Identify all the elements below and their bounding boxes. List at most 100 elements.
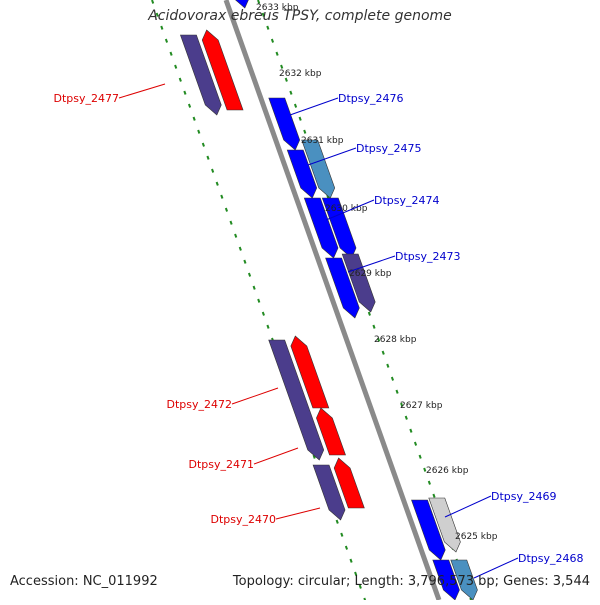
- ruler-dash-inner: [234, 233, 238, 238]
- ruler-dash-inner: [174, 64, 178, 69]
- gene-arrow-reverse: [180, 34, 222, 116]
- gene-arrow-forward: [303, 197, 339, 259]
- ruler-dash-inner: [206, 155, 210, 160]
- gene-arrow-forward: [286, 149, 318, 199]
- ruler-dash-inner: [211, 168, 215, 173]
- ruler-dash-outer: [400, 402, 404, 407]
- ruler-dash-outer: [386, 363, 390, 368]
- ruler-dash-outer: [257, 0, 261, 4]
- scale-tick-label: 2631 kbp: [301, 136, 344, 146]
- ruler-dash-outer: [270, 38, 275, 43]
- ruler-dash-inner: [335, 519, 339, 524]
- gene-arrow-forward: [235, 0, 249, 9]
- gene-arrow-forward: [325, 257, 360, 319]
- ruler-dash-outer: [404, 415, 408, 420]
- gene-arrow-reverse: [201, 29, 244, 111]
- gene-arrow-forward: [301, 139, 336, 199]
- gene-label-forward: Dtpsy_2468: [518, 552, 584, 565]
- ruler-dash-outer: [390, 376, 395, 381]
- scale-tick-label: 2628 kbp: [374, 335, 417, 345]
- ruler-dash-outer: [284, 77, 288, 82]
- map-title: Acidovorax ebreus TPSY, complete genome: [148, 8, 452, 24]
- gene-label-leader: [231, 387, 279, 405]
- ruler-dash-inner: [183, 90, 187, 95]
- ruler-dash-inner: [349, 558, 353, 563]
- gene-label-reverse: Dtpsy_2477: [53, 92, 119, 105]
- ruler-dash-inner: [261, 311, 265, 316]
- gene-label-forward: Dtpsy_2473: [395, 250, 461, 263]
- ruler-dash-outer: [418, 454, 422, 459]
- ruler-dash-outer: [367, 311, 371, 316]
- ruler-dash-inner: [164, 38, 169, 43]
- ruler-dash-inner: [160, 25, 164, 30]
- ruler-dash-inner: [224, 207, 229, 212]
- gene-label-leader: [473, 557, 519, 579]
- gene-label-forward: Dtpsy_2475: [356, 142, 422, 155]
- gene-label-leader: [444, 495, 492, 518]
- ruler-dash-outer: [266, 25, 270, 30]
- ruler-dash-outer: [381, 350, 385, 355]
- gene-label-leader: [307, 147, 357, 166]
- ruler-dash-outer: [298, 116, 302, 121]
- gene-label-forward: Dtpsy_2476: [338, 92, 404, 105]
- ruler-dash-inner: [243, 259, 247, 264]
- scale-tick-label: 2627 kbp: [400, 401, 443, 411]
- gene-arrow-forward: [450, 559, 478, 601]
- ruler-dash-inner: [340, 532, 344, 537]
- ruler-dash-outer: [395, 389, 399, 394]
- ruler-dash-inner: [358, 584, 362, 589]
- genome-summary-text: Topology: circular; Length: 3,796,573 bp…: [232, 574, 590, 589]
- gene-label-reverse: Dtpsy_2471: [188, 458, 254, 471]
- gene-arrow-reverse: [333, 457, 365, 509]
- ruler-dash-inner: [354, 571, 358, 576]
- gene-arrow-reverse: [312, 464, 346, 521]
- ruler-dash-inner: [220, 194, 224, 199]
- gene-arrow-reverse: [316, 407, 346, 456]
- gene-label-reverse: Dtpsy_2472: [166, 398, 232, 411]
- gene-arrow-forward: [432, 559, 460, 601]
- gene-arrow-forward: [411, 499, 446, 561]
- gene-label-forward: Dtpsy_2469: [491, 490, 557, 503]
- ruler-dash-outer: [303, 129, 307, 134]
- ruler-dash-inner: [178, 77, 182, 82]
- gene-label-leader: [253, 447, 299, 465]
- ruler-dash-inner: [344, 545, 349, 550]
- ruler-dash-outer: [372, 324, 376, 329]
- ruler-dash-outer: [289, 90, 293, 95]
- gene-arrow-forward: [268, 97, 301, 151]
- scale-tick-label: 2629 kbp: [349, 269, 392, 279]
- gene-label-forward: Dtpsy_2474: [374, 194, 440, 207]
- ruler-dash-inner: [187, 103, 192, 108]
- genome-backbone: [223, 0, 442, 601]
- ruler-dash-inner: [229, 220, 233, 225]
- ruler-dash-inner: [201, 142, 205, 147]
- accession-text: Accession: NC_011992: [10, 574, 158, 589]
- gene-arrow-forward: [341, 253, 376, 313]
- gene-label-leader: [347, 255, 396, 273]
- gene-label-leader: [275, 507, 321, 520]
- ruler-dash-outer: [413, 441, 418, 446]
- scale-tick-label: 2625 kbp: [455, 532, 498, 542]
- scale-tick-label: 2626 kbp: [426, 466, 469, 476]
- gene-arrow-forward: [428, 497, 461, 553]
- ruler-dash-inner: [151, 0, 155, 4]
- scale-tick-label: 2632 kbp: [279, 69, 322, 79]
- ruler-dash-inner: [257, 298, 261, 303]
- scale-tick-label: 2630 kbp: [325, 204, 368, 214]
- gene-label-leader: [289, 97, 339, 116]
- ruler-dash-inner: [192, 116, 196, 121]
- gene-label-leader: [118, 83, 166, 99]
- ruler-dash-inner: [266, 324, 270, 329]
- ruler-dash-outer: [280, 64, 284, 69]
- ruler-dash-outer: [423, 467, 427, 472]
- ruler-dash-outer: [275, 51, 279, 56]
- gene-label-leader: [325, 199, 375, 221]
- ruler-dash-inner: [197, 129, 201, 134]
- gene-arrow-forward: [321, 197, 357, 259]
- ruler-dash-inner: [312, 454, 316, 459]
- ruler-dash-outer: [377, 337, 381, 342]
- ruler-dash-inner: [215, 181, 219, 186]
- ruler-dash-outer: [261, 12, 265, 17]
